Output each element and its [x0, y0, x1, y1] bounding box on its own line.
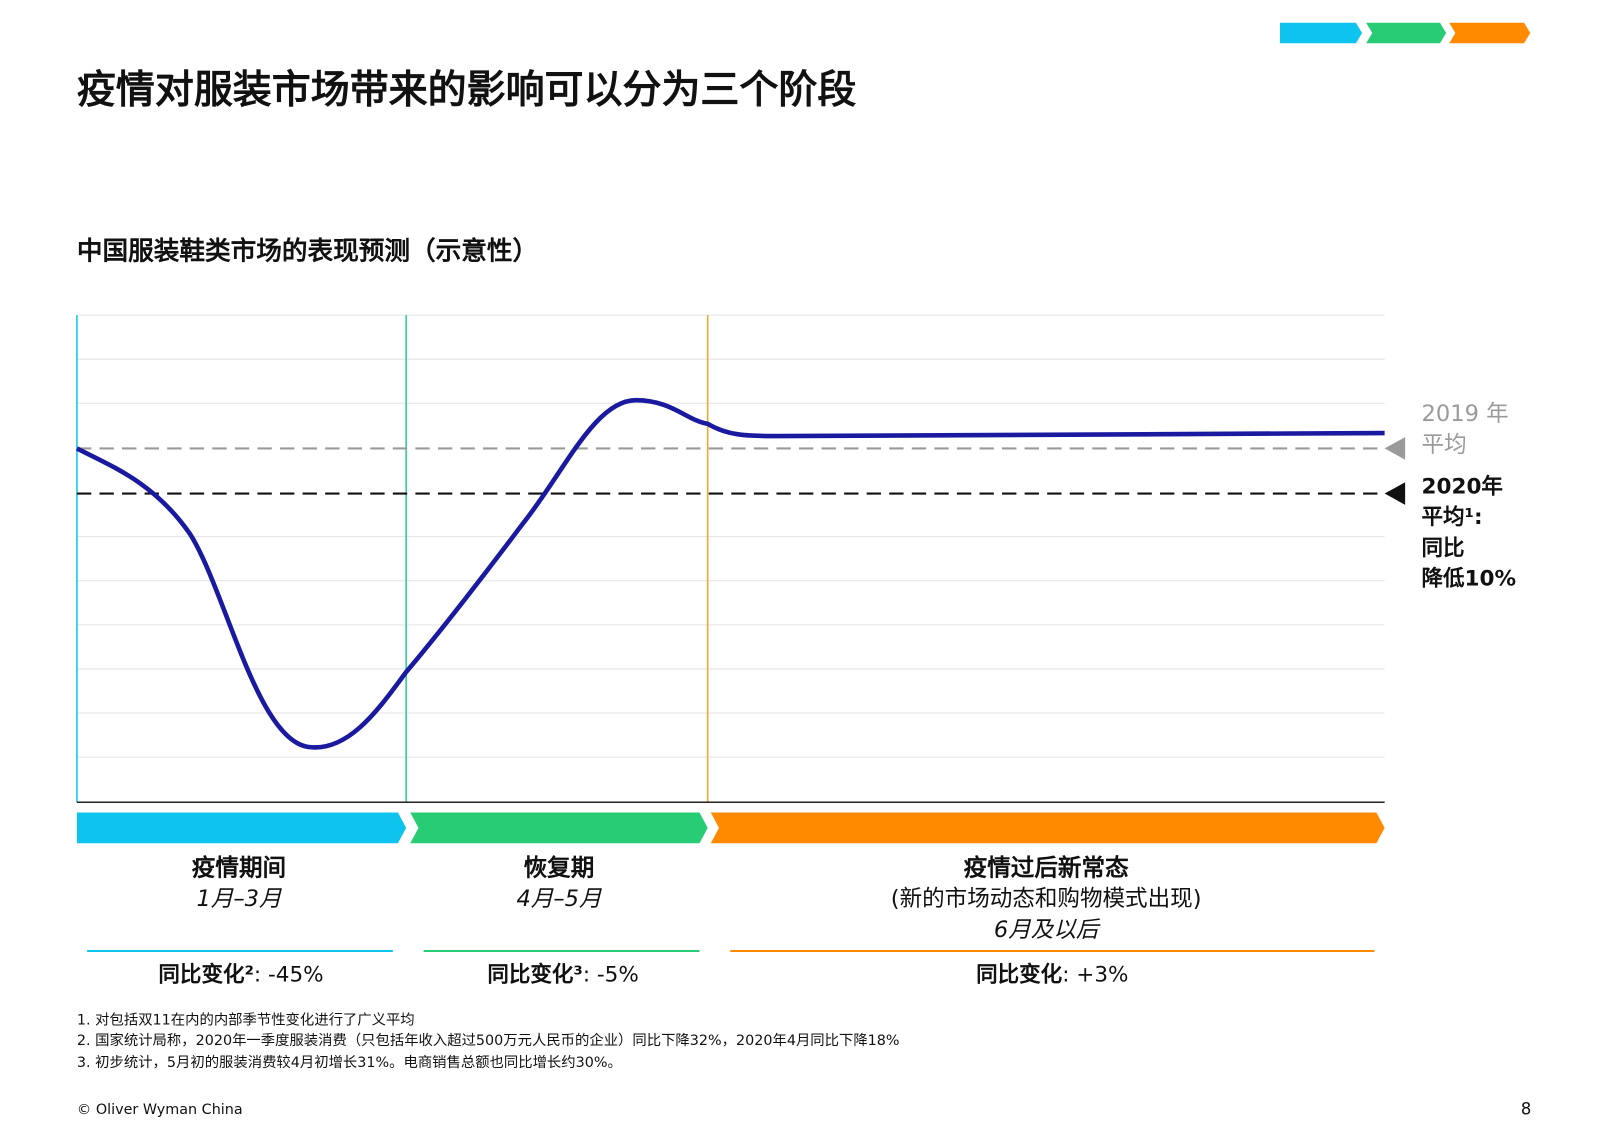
- change-label: 同比变化²: [158, 962, 254, 988]
- copyright: © Oliver Wyman China: [77, 1102, 243, 1118]
- deco-chevron: [1366, 22, 1447, 44]
- change-value: : -5%: [583, 963, 639, 988]
- phase-name: 疫情过后新常态: [964, 853, 1129, 881]
- phase-period: 6月及以后: [994, 917, 1101, 943]
- illustrative-curve: [75, 397, 1385, 750]
- phase-change: 同比变化²: -45%: [158, 962, 323, 988]
- marker: [1384, 437, 1406, 460]
- phase-arrow: [710, 812, 1385, 844]
- footnote: 3. 初步统计，5月初的服装消费较4月初增长31%。电商销售总额也同比增长约30…: [77, 1053, 622, 1071]
- phase-period: 4月–5月: [516, 886, 602, 912]
- ref-label: 同比: [1422, 536, 1465, 561]
- page-number: 8: [1521, 1099, 1531, 1118]
- deco-chevron: [1280, 22, 1363, 44]
- deco-chevron: [1449, 22, 1531, 44]
- phase-change: 同比变化: +3%: [976, 962, 1128, 988]
- change-label: 同比变化³: [487, 962, 583, 988]
- slide-title: 疫情对服装市场带来的影响可以分为三个阶段: [77, 68, 856, 113]
- phase-arrow: [410, 812, 708, 844]
- footnote: 1. 对包括双11在内的内部季节性变化进行了广义平均: [77, 1012, 415, 1029]
- phase-name: 疫情期间: [192, 853, 286, 881]
- marker: [1384, 482, 1406, 505]
- ref-label: 降低10%: [1422, 567, 1517, 592]
- phase-note: (新的市场动态和购物模式出现): [891, 886, 1202, 912]
- ref-label: 平均¹:: [1422, 504, 1483, 530]
- change-label: 同比变化: [976, 962, 1063, 988]
- phase-change: 同比变化³: -5%: [487, 962, 639, 988]
- footnote: 2. 国家统计局称，2020年一季度服装消费（只包括年收入超过500万元人民币的…: [77, 1032, 900, 1049]
- phase-period: 1月–3月: [196, 886, 282, 912]
- phase-name: 恢复期: [524, 853, 595, 881]
- ref-label: 2020年: [1422, 473, 1503, 499]
- change-value: : -45%: [254, 963, 324, 988]
- ref-label: 平均: [1422, 432, 1467, 458]
- phase-arrow: [76, 812, 407, 844]
- chart-title: 中国服装鞋类市场的表现预测（示意性）: [77, 236, 538, 267]
- ref-label: 2019 年: [1422, 401, 1509, 427]
- grid: [76, 314, 1385, 758]
- change-value: : +3%: [1062, 963, 1128, 988]
